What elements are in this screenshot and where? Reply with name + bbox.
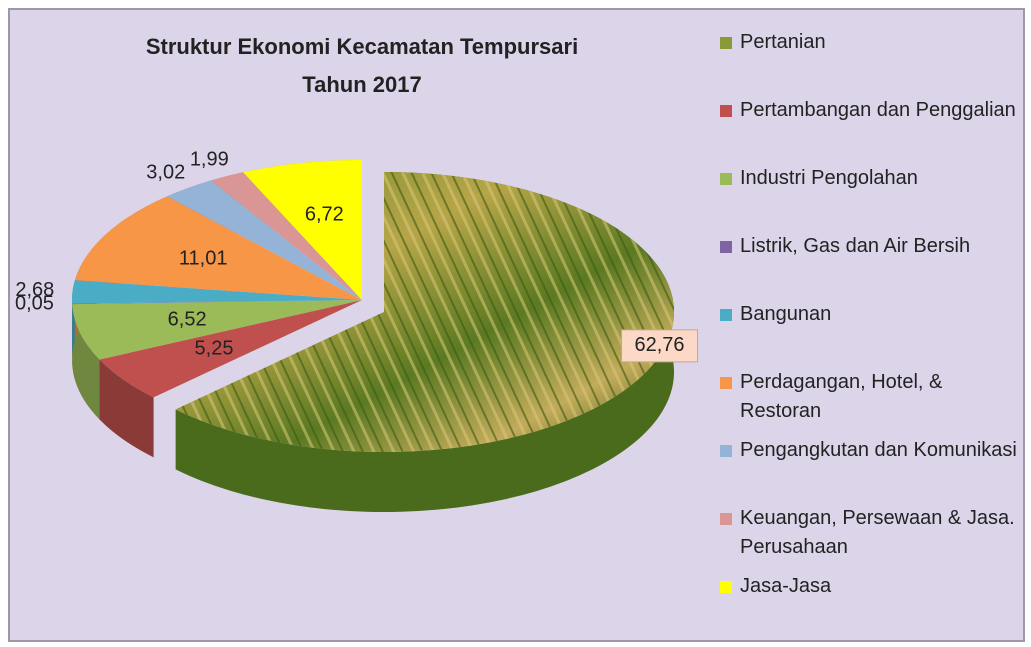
legend-swatch bbox=[720, 173, 732, 185]
data-label: 5,25 bbox=[195, 338, 234, 360]
legend-label: Bangunan bbox=[740, 303, 832, 325]
label-box bbox=[621, 329, 699, 363]
slice bbox=[72, 300, 363, 360]
slice-side bbox=[99, 359, 154, 458]
legend-item: Pertanian bbox=[720, 28, 1020, 96]
legend-swatch bbox=[720, 241, 732, 253]
data-label: 11,01 bbox=[179, 248, 228, 270]
legend-label: Industri Pengolahan bbox=[740, 167, 918, 189]
slice-texture bbox=[175, 172, 674, 452]
legend-swatch bbox=[720, 581, 732, 593]
legend-label: Pengangkutan dan Komunikasi bbox=[740, 439, 1017, 461]
chart-title: Struktur Ekonomi Kecamatan Tempursari bbox=[146, 34, 578, 59]
legend-label: Listrik, Gas dan Air Bersih bbox=[740, 235, 971, 257]
legend-item: Perdagangan, Hotel, & Restoran bbox=[720, 368, 1020, 436]
legend-label: Keuangan, Persewaan & Jasa. Perusahaan bbox=[740, 507, 1015, 558]
legend-item: Pertambangan dan Penggalian bbox=[720, 96, 1020, 164]
data-label: 62,76 bbox=[635, 334, 685, 356]
data-label: 0,05 bbox=[15, 293, 54, 315]
legend-swatch bbox=[720, 513, 732, 525]
legend-swatch bbox=[720, 105, 732, 117]
slice bbox=[99, 300, 363, 398]
legend-item: Jasa-Jasa bbox=[720, 572, 1020, 612]
legend-item: Pengangkutan dan Komunikasi bbox=[720, 436, 1020, 504]
slice bbox=[167, 180, 362, 300]
legend-swatch bbox=[720, 377, 732, 389]
legend-label: Perdagangan, Hotel, & Restoran bbox=[740, 371, 943, 422]
legend-item: Industri Pengolahan bbox=[720, 164, 1020, 232]
legend-swatch bbox=[720, 445, 732, 457]
slice-side bbox=[72, 304, 100, 420]
data-label: 6,52 bbox=[168, 308, 207, 330]
legend-item: Listrik, Gas dan Air Bersih bbox=[720, 232, 1020, 300]
slice bbox=[211, 172, 362, 300]
data-label: 3,02 bbox=[146, 162, 185, 184]
legend: Pertanian Pertambangan dan Penggalian Indu… bbox=[720, 28, 1020, 612]
legend-item: Keuangan, Persewaan & Jasa. Perusahaan bbox=[720, 504, 1020, 572]
slice bbox=[243, 160, 362, 300]
legend-swatch bbox=[720, 309, 732, 321]
slice bbox=[72, 300, 362, 305]
legend-swatch bbox=[720, 37, 732, 49]
legend-label: Pertambangan dan Penggalian bbox=[740, 99, 1016, 121]
legend-label: Pertanian bbox=[740, 31, 826, 53]
slice bbox=[74, 196, 362, 300]
legend-item: Bangunan bbox=[720, 300, 1020, 368]
data-label: 1,99 bbox=[190, 148, 229, 170]
legend-label: Jasa-Jasa bbox=[740, 575, 832, 597]
data-label: 2,68 bbox=[15, 279, 54, 301]
data-label: 6,72 bbox=[305, 203, 344, 225]
chart-title: Tahun 2017 bbox=[302, 72, 421, 97]
slice bbox=[72, 280, 363, 304]
